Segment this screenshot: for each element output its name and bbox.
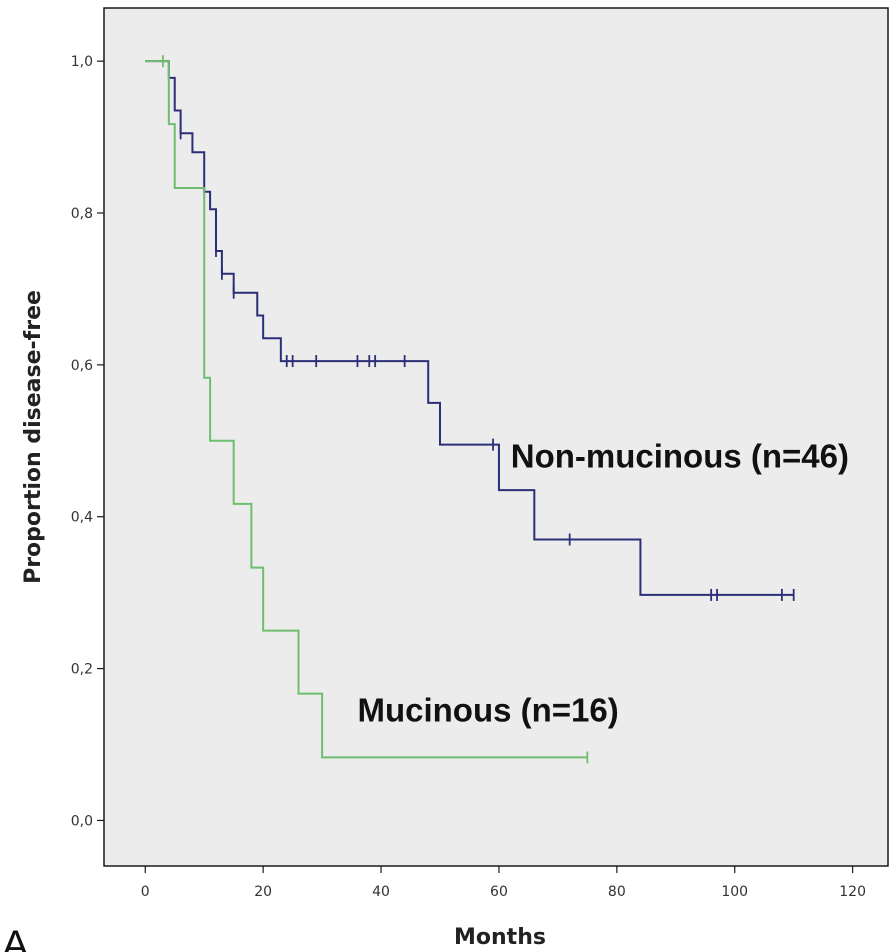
plot-area <box>103 7 889 867</box>
series-label: Mucinous (n=16) <box>357 692 618 729</box>
x-tick-label: 60 <box>490 884 508 900</box>
y-tick-label: 0,6 <box>71 358 93 374</box>
x-tick-label: 120 <box>839 884 866 900</box>
y-tick-label: 1,0 <box>71 54 93 70</box>
x-tick-label: 40 <box>372 884 390 900</box>
x-axis-title: Months <box>454 925 546 950</box>
series-label: Non-mucinous (n=46) <box>511 437 849 474</box>
series-mucinous <box>145 55 589 764</box>
x-tick-label: 0 <box>141 884 150 900</box>
panel-label: A <box>2 923 29 952</box>
series-labels: Non-mucinous (n=46) Mucinous (n=16) <box>357 437 849 728</box>
x-axis: 0 20 40 60 80 100 120 <box>141 866 866 900</box>
series-layer <box>145 55 795 764</box>
survival-curve-line <box>145 60 588 759</box>
y-tick-label: 0,2 <box>71 662 93 678</box>
y-axis-title: Proportion disease-free <box>21 290 46 584</box>
x-tick-label: 80 <box>608 884 626 900</box>
y-tick-label: 0,4 <box>71 510 93 526</box>
y-tick-label: 0,8 <box>71 206 93 222</box>
x-tick-label: 20 <box>254 884 272 900</box>
series-non-mucinous <box>145 60 795 601</box>
y-axis: 0,0 0,2 0,4 0,6 0,8 1,0 <box>71 54 104 829</box>
y-tick-label: 0,0 <box>71 813 93 829</box>
x-tick-label: 100 <box>721 884 748 900</box>
